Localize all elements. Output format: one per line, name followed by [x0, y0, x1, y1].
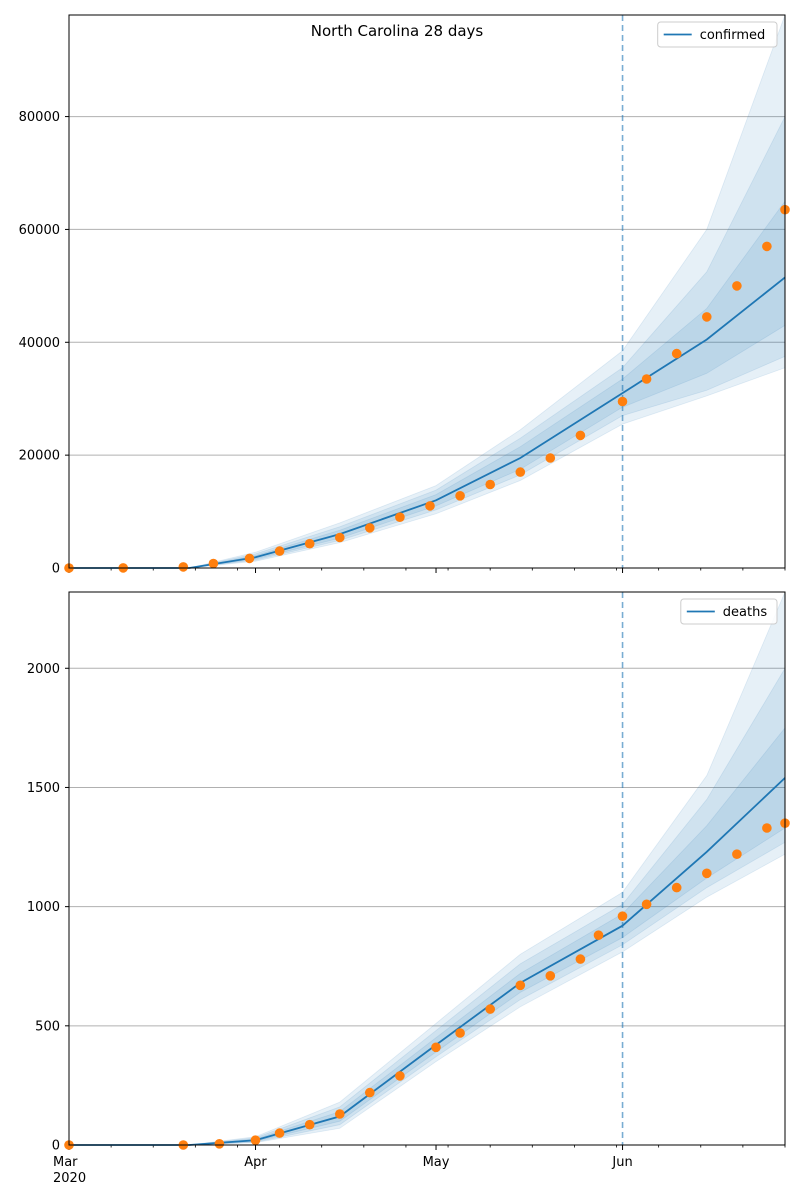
panel-confirmed: 0 20000 40000 60000 80000 confirmed	[19, 14, 790, 577]
data-point	[732, 849, 742, 859]
data-point	[214, 1139, 225, 1149]
data-point	[365, 1087, 375, 1098]
data-point	[702, 868, 712, 879]
x-tick-label: Mar	[53, 1155, 78, 1170]
x-tick-label: Apr	[244, 1155, 267, 1170]
data-point	[617, 911, 628, 921]
legend-box	[680, 598, 778, 625]
plot-frame	[68, 591, 786, 1146]
data-point	[545, 971, 556, 981]
data-point	[274, 1128, 285, 1138]
plot-frame	[68, 14, 786, 569]
data-point	[545, 453, 556, 463]
band-inner	[69, 726, 786, 1146]
legend-confirmed: confirmed	[657, 21, 778, 48]
data-point	[395, 512, 405, 522]
y-tick-label: 1000	[27, 900, 60, 915]
y-tick-label: 40000	[19, 336, 60, 351]
data-point	[178, 562, 189, 572]
x-tick-label: Jun	[611, 1155, 632, 1170]
data-point	[431, 1042, 441, 1053]
legend-deaths: deaths	[680, 598, 778, 625]
data-point	[732, 281, 742, 291]
y-tick-label: 2000	[27, 662, 60, 677]
data-point	[575, 954, 586, 964]
y-tick-label: 60000	[19, 223, 60, 238]
data-point	[671, 348, 682, 359]
y-tick-label: 80000	[19, 110, 60, 125]
data-point	[304, 1119, 315, 1130]
x-tick-label: May	[423, 1155, 450, 1170]
data-point	[485, 479, 496, 490]
data-point	[335, 532, 345, 543]
data-point	[702, 312, 712, 322]
data-point	[244, 553, 255, 564]
y-tick-label: 1500	[27, 781, 60, 796]
data-point	[274, 546, 285, 556]
data-point	[425, 501, 435, 511]
y-tick-label: 500	[35, 1019, 60, 1034]
data-point	[335, 1109, 345, 1119]
legend-box	[657, 21, 778, 48]
data-point	[208, 558, 219, 569]
data-point	[395, 1071, 405, 1081]
legend-label: deaths	[723, 605, 768, 620]
data-point	[250, 1135, 261, 1145]
data-point	[515, 980, 526, 991]
data-point	[515, 467, 526, 477]
data-point	[617, 396, 628, 407]
data-point	[641, 374, 652, 384]
chart-title: North Carolina 28 days	[311, 22, 484, 40]
data-point	[641, 899, 652, 910]
data-point	[485, 1004, 496, 1014]
x-tick-year-label: 2020	[53, 1171, 86, 1186]
data-point	[575, 430, 586, 441]
y-tick-label: 20000	[19, 449, 60, 464]
y-tick-label: 0	[52, 1139, 60, 1154]
data-point	[762, 241, 772, 252]
panel-deaths: 0 500 1000 1500 2000 deaths Mar Apr May Jun 2020	[27, 591, 790, 1186]
data-point	[455, 1028, 465, 1038]
data-point	[455, 491, 465, 501]
legend-label: confirmed	[700, 28, 766, 43]
y-tick-label: 0	[52, 562, 60, 577]
data-point	[671, 882, 682, 893]
band-outer	[69, 14, 786, 569]
data-point	[304, 538, 315, 549]
data-point	[762, 823, 772, 833]
data-point	[365, 523, 375, 533]
data-point	[593, 930, 604, 940]
